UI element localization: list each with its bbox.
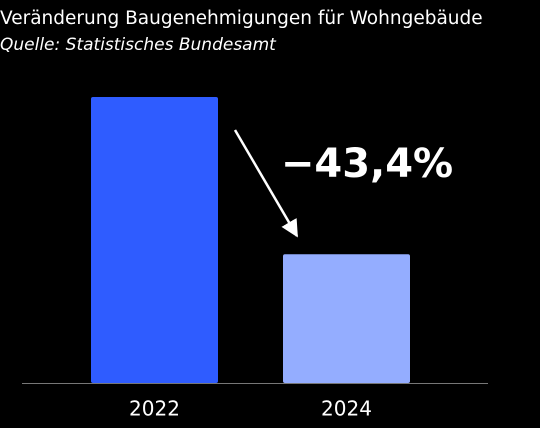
x-tick-label: 2024 (321, 397, 372, 421)
arrow (233, 129, 299, 238)
annotation: −43,4% (281, 141, 453, 187)
chart-subtitle: Quelle: Statistisches Bundesamt (0, 35, 277, 55)
x-tick-label: 2022 (129, 397, 180, 421)
bar (91, 97, 218, 383)
bar (283, 254, 410, 383)
chart-title: Veränderung Baugenehmigungen für Wohngeb… (0, 8, 483, 29)
